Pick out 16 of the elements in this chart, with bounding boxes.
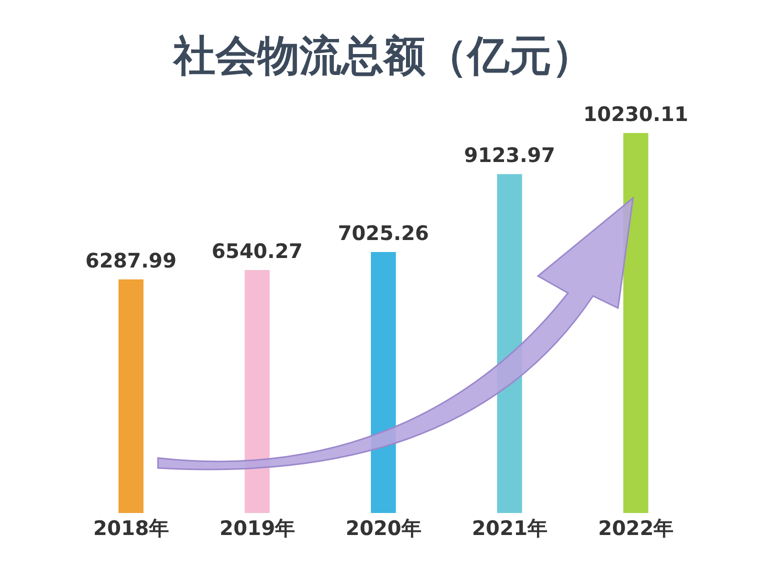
x-tick-label: 2019年 — [219, 516, 296, 540]
bar — [118, 279, 144, 513]
data-label: 9123.97 — [464, 143, 556, 168]
chart-title: 社会物流总额（亿元） — [172, 30, 594, 82]
x-tick-label: 2020年 — [346, 516, 422, 540]
data-label: 7025.26 — [338, 221, 429, 246]
x-tick-label: 2021年 — [472, 516, 548, 540]
bar — [497, 174, 522, 513]
data-label: 6540.27 — [212, 239, 303, 264]
data-label: 6287.99 — [85, 248, 177, 272]
x-tick-label: 2022年 — [598, 516, 674, 540]
bar — [370, 252, 396, 513]
bar — [623, 133, 648, 513]
data-label: 10230.11 — [583, 102, 688, 126]
x-tick-label: 2018年 — [93, 516, 169, 540]
bar — [244, 270, 270, 513]
